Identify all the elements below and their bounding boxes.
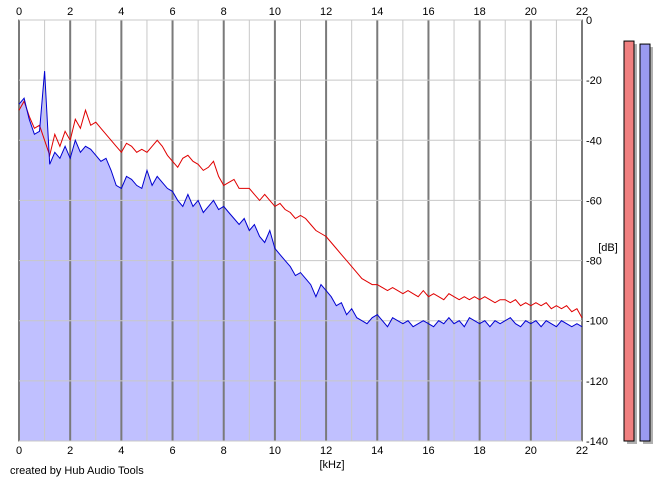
meter-bar-left bbox=[623, 40, 635, 442]
x-tick-label-top: 6 bbox=[169, 6, 175, 18]
x-tick-label-bottom: 20 bbox=[525, 445, 537, 457]
x-tick-label-bottom: 18 bbox=[474, 445, 486, 457]
x-tick-label-top: 4 bbox=[118, 6, 124, 18]
y-axis-label: [dB] bbox=[598, 242, 618, 254]
y-tick-label: -60 bbox=[586, 195, 602, 207]
x-tick-label-bottom: 6 bbox=[169, 445, 175, 457]
y-tick-label: -40 bbox=[586, 135, 602, 147]
series-line-left bbox=[18, 99, 583, 318]
series-group bbox=[18, 71, 583, 328]
series-line-right bbox=[18, 71, 583, 328]
x-tick-label-top: 20 bbox=[525, 6, 537, 18]
grid bbox=[18, 19, 583, 442]
x-tick-label-bottom: 12 bbox=[320, 445, 332, 457]
x-tick-label-bottom: 16 bbox=[422, 445, 434, 457]
x-tick-label-top: 16 bbox=[422, 6, 434, 18]
y-tick-label: -20 bbox=[586, 75, 602, 87]
x-tick-label-bottom: 8 bbox=[221, 445, 227, 457]
x-tick-label-bottom: 4 bbox=[118, 445, 124, 457]
y-tick-label: 0 bbox=[586, 15, 592, 27]
x-tick-label-top: 14 bbox=[371, 6, 383, 18]
x-tick-label-bottom: 22 bbox=[576, 445, 588, 457]
x-tick-label-bottom: 2 bbox=[67, 445, 73, 457]
x-ticks-bottom: 0 2 4 6 8 10 12 14 16 18 20 22 bbox=[16, 445, 588, 457]
x-tick-label-top: 12 bbox=[320, 6, 332, 18]
x-tick-label-top: 18 bbox=[474, 6, 486, 18]
y-tick-label: -120 bbox=[586, 376, 608, 388]
x-tick-label-top: 0 bbox=[16, 6, 22, 18]
x-tick-label-bottom: 0 bbox=[16, 445, 22, 457]
x-tick-label-top: 22 bbox=[576, 6, 588, 18]
level-meters bbox=[623, 40, 653, 445]
y-tick-label: -100 bbox=[586, 316, 608, 328]
x-tick-label-top: 10 bbox=[269, 6, 281, 18]
x-ticks-top: 0 2 4 6 8 10 12 14 16 18 20 22 bbox=[16, 6, 588, 18]
x-tick-label-bottom: 10 bbox=[269, 445, 281, 457]
x-axis-label: [kHz] bbox=[319, 459, 344, 471]
y-tick-label: -80 bbox=[586, 256, 602, 268]
x-tick-label-top: 8 bbox=[221, 6, 227, 18]
spectrum-fill-area bbox=[19, 71, 582, 441]
y-tick-label: -140 bbox=[586, 436, 608, 448]
credit-text: created by Hub Audio Tools bbox=[10, 465, 144, 477]
y-ticks: 0 -20 -40 -60 -80 -100 -120 -140 bbox=[586, 15, 608, 448]
meter-bar-right bbox=[639, 43, 651, 442]
x-tick-label-top: 2 bbox=[67, 6, 73, 18]
x-tick-label-bottom: 14 bbox=[371, 445, 383, 457]
